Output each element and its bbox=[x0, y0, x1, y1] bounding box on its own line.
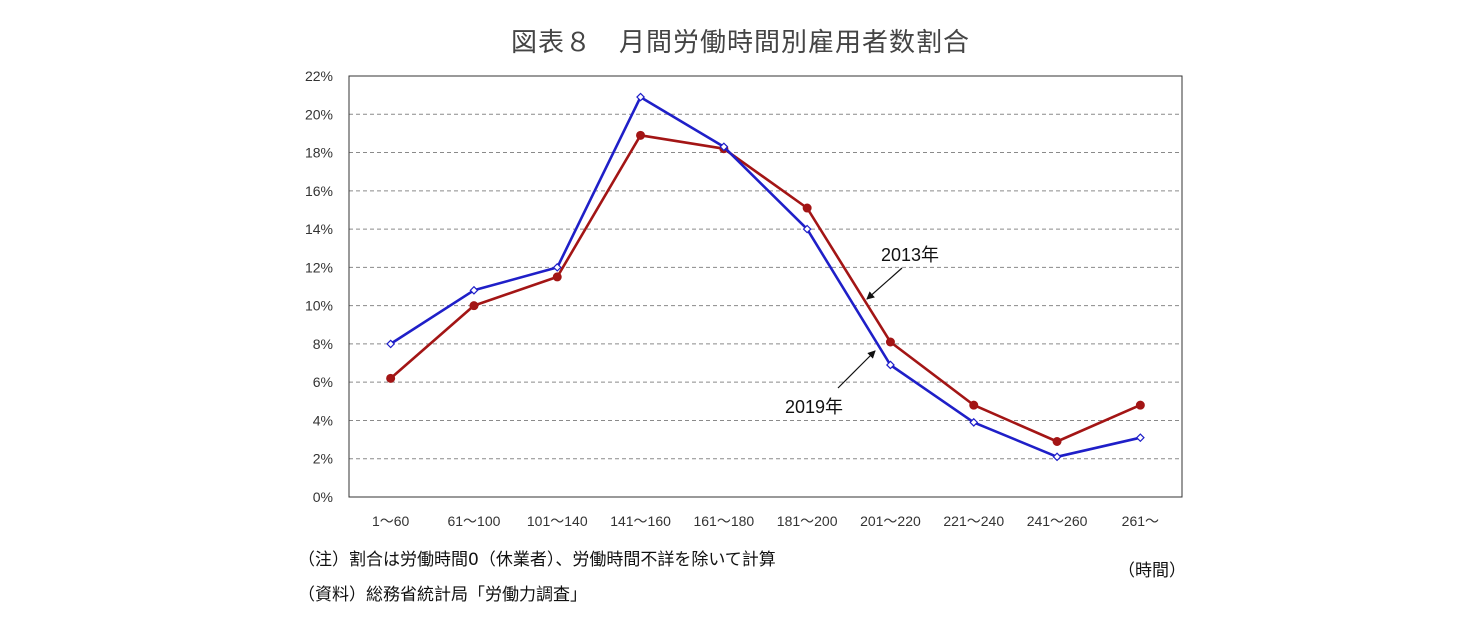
x-tick-label: 1〜60 bbox=[372, 513, 410, 529]
x-tick-label: 261〜 bbox=[1122, 513, 1159, 529]
annotation-arrow bbox=[866, 267, 903, 300]
plot-area-border bbox=[348, 75, 1183, 498]
chart-title: 図表８ 月間労働時間別雇用者数割合 bbox=[510, 28, 970, 58]
y-axis-ticks: 0% 2% 4% 6% 8% 10% 12% 14% 16% 18% 20% 22% bbox=[305, 68, 333, 505]
y-tick-label: 22% bbox=[305, 68, 333, 84]
data-point bbox=[469, 285, 479, 295]
data-point bbox=[1135, 433, 1145, 443]
series-line bbox=[389, 95, 1141, 459]
x-tick-label: 141〜160 bbox=[610, 513, 671, 529]
annotations: 2013年 2019年 bbox=[785, 245, 939, 417]
y-tick-label: 16% bbox=[305, 183, 333, 199]
data-point bbox=[886, 360, 895, 370]
y-tick-label: 14% bbox=[305, 221, 333, 237]
x-tick-label: 61〜100 bbox=[447, 513, 500, 529]
plot-frame bbox=[348, 75, 1183, 498]
data-point bbox=[469, 301, 479, 311]
annotation-label: 2013年 bbox=[881, 245, 939, 265]
data-point bbox=[1052, 437, 1062, 447]
data-point bbox=[386, 373, 396, 383]
grid-lines bbox=[349, 113, 1182, 460]
data-point bbox=[636, 130, 646, 140]
x-axis-ticks: 1〜60 61〜100 101〜140 141〜160 161〜180 181〜200 20… bbox=[372, 513, 1159, 529]
data-point bbox=[1052, 452, 1062, 462]
data-point bbox=[386, 339, 396, 349]
y-tick-label: 20% bbox=[305, 106, 333, 122]
y-tick-label: 12% bbox=[305, 259, 333, 275]
data-point bbox=[636, 92, 645, 102]
data-point bbox=[802, 203, 812, 213]
x-tick-label: 241〜260 bbox=[1027, 513, 1088, 529]
data-point bbox=[719, 142, 729, 152]
x-tick-label: 101〜140 bbox=[527, 513, 588, 529]
y-tick-label: 0% bbox=[313, 489, 333, 505]
annotation-arrow bbox=[837, 350, 876, 389]
y-tick-label: 2% bbox=[313, 451, 333, 467]
source-note: （資料）総務省統計局「労働力調査」 bbox=[298, 585, 587, 605]
data-point bbox=[552, 272, 562, 282]
data-point bbox=[552, 262, 562, 272]
y-tick-label: 6% bbox=[313, 374, 333, 390]
y-tick-label: 18% bbox=[305, 145, 333, 161]
x-tick-label: 221〜240 bbox=[943, 513, 1004, 529]
series-layer bbox=[386, 92, 1145, 462]
data-point bbox=[1135, 400, 1145, 410]
data-point bbox=[802, 224, 812, 234]
x-tick-label: 181〜200 bbox=[777, 513, 838, 529]
data-point bbox=[969, 400, 979, 410]
y-tick-label: 10% bbox=[305, 298, 333, 314]
x-tick-label: 201〜220 bbox=[860, 513, 921, 529]
y-tick-label: 8% bbox=[313, 336, 333, 352]
data-point bbox=[885, 337, 895, 347]
y-tick-label: 4% bbox=[313, 412, 333, 428]
data-point bbox=[969, 417, 979, 427]
series-line bbox=[389, 134, 1141, 443]
x-axis-unit: （時間） bbox=[1118, 561, 1186, 581]
annotation-label: 2019年 bbox=[785, 397, 843, 417]
x-tick-label: 161〜180 bbox=[693, 513, 754, 529]
footnote: （注）割合は労働時間0（休業者）、労働時間不詳を除いて計算 bbox=[298, 550, 776, 570]
